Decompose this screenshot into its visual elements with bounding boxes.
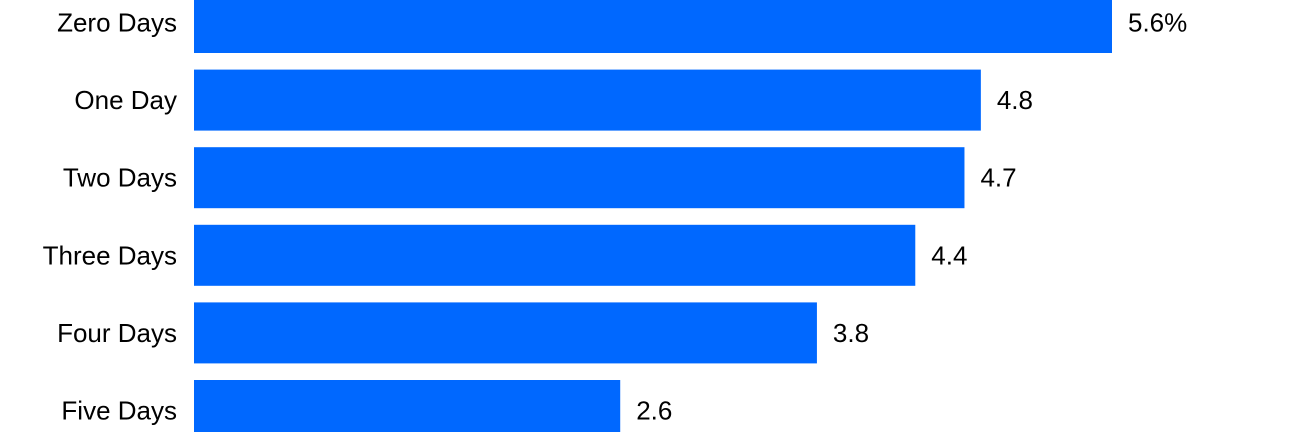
- value-label-two-days: 4.7: [980, 163, 1016, 193]
- value-label-four-days: 3.8: [833, 318, 869, 348]
- category-label-four-days: Four Days: [57, 318, 177, 348]
- category-label-three-days: Three Days: [43, 240, 177, 270]
- bar-five-days: [194, 380, 621, 432]
- bar-two-days: [194, 147, 965, 209]
- value-label-three-days: 4.4: [931, 240, 967, 270]
- category-label-zero-days: Zero Days: [57, 8, 177, 38]
- bar-four-days: [194, 302, 817, 364]
- category-label-one-day: One Day: [74, 85, 177, 115]
- category-label-two-days: Two Days: [63, 163, 177, 193]
- value-label-five-days: 2.6: [636, 396, 672, 426]
- bar-one-day: [194, 69, 981, 131]
- value-label-zero-days: 5.6%: [1128, 8, 1187, 38]
- bar-three-days: [194, 224, 916, 286]
- bar-zero-days: [194, 0, 1112, 53]
- value-label-one-day: 4.8: [997, 85, 1033, 115]
- category-label-five-days: Five Days: [61, 396, 177, 426]
